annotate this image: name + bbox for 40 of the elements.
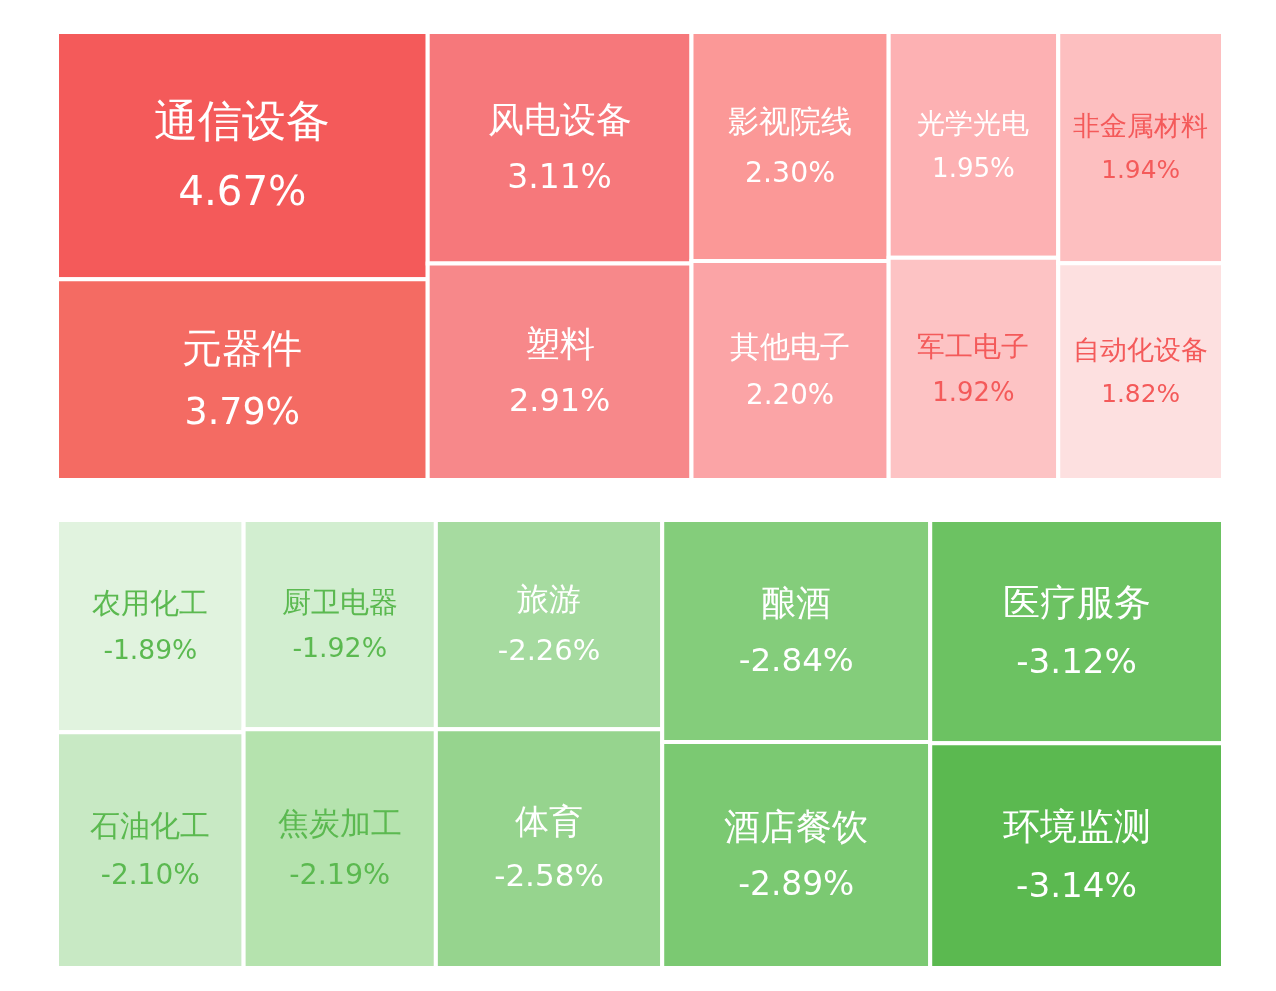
data-label: -2.58% [494,857,604,894]
category-label: 元器件 [182,324,303,371]
category-label: 医疗服务 [1002,580,1151,624]
data-label: 4.67% [178,167,307,215]
category-label: 体育 [515,802,584,842]
category-label: 酒店餐饮 [724,806,869,848]
data-label: 2.20% [746,378,835,412]
data-label: -1.92% [292,632,388,664]
category-label: 旅游 [517,580,582,617]
data-label: -2.10% [100,857,200,891]
data-label: -2.84% [738,641,854,680]
data-label: -3.14% [1016,865,1138,906]
category-label: 环境监测 [1002,803,1151,848]
category-label: 光学光电 [917,106,1030,140]
data-label: -2.26% [497,633,601,668]
category-label: 军工电子 [917,329,1030,363]
category-label: 影视院线 [728,103,853,140]
category-label: 塑料 [524,323,595,364]
data-label: -2.89% [738,865,855,904]
data-label: 2.30% [745,155,836,189]
data-label: 3.79% [184,390,301,434]
category-label: 厨卫电器 [281,584,398,619]
category-label: 农用化工 [92,586,209,621]
data-label: 1.95% [932,152,1015,183]
category-label: 非金属材料 [1073,110,1209,142]
data-label: 1.82% [1101,378,1181,408]
category-label: 风电设备 [487,98,632,140]
category-label: 自动化设备 [1073,334,1209,366]
data-label: -2.19% [289,857,391,892]
data-label: 1.92% [932,376,1015,407]
category-label: 酿酒 [761,582,832,624]
category-label: 其他电子 [730,328,851,364]
category-label: 焦炭加工 [277,805,402,842]
data-label: -3.12% [1016,641,1137,682]
category-label: 石油化工 [90,808,211,844]
data-label: 2.91% [508,381,611,420]
category-label: 通信设备 [154,94,331,146]
data-label: 1.94% [1101,154,1181,184]
data-label: -1.89% [103,633,198,665]
data-label: 3.11% [507,157,612,197]
